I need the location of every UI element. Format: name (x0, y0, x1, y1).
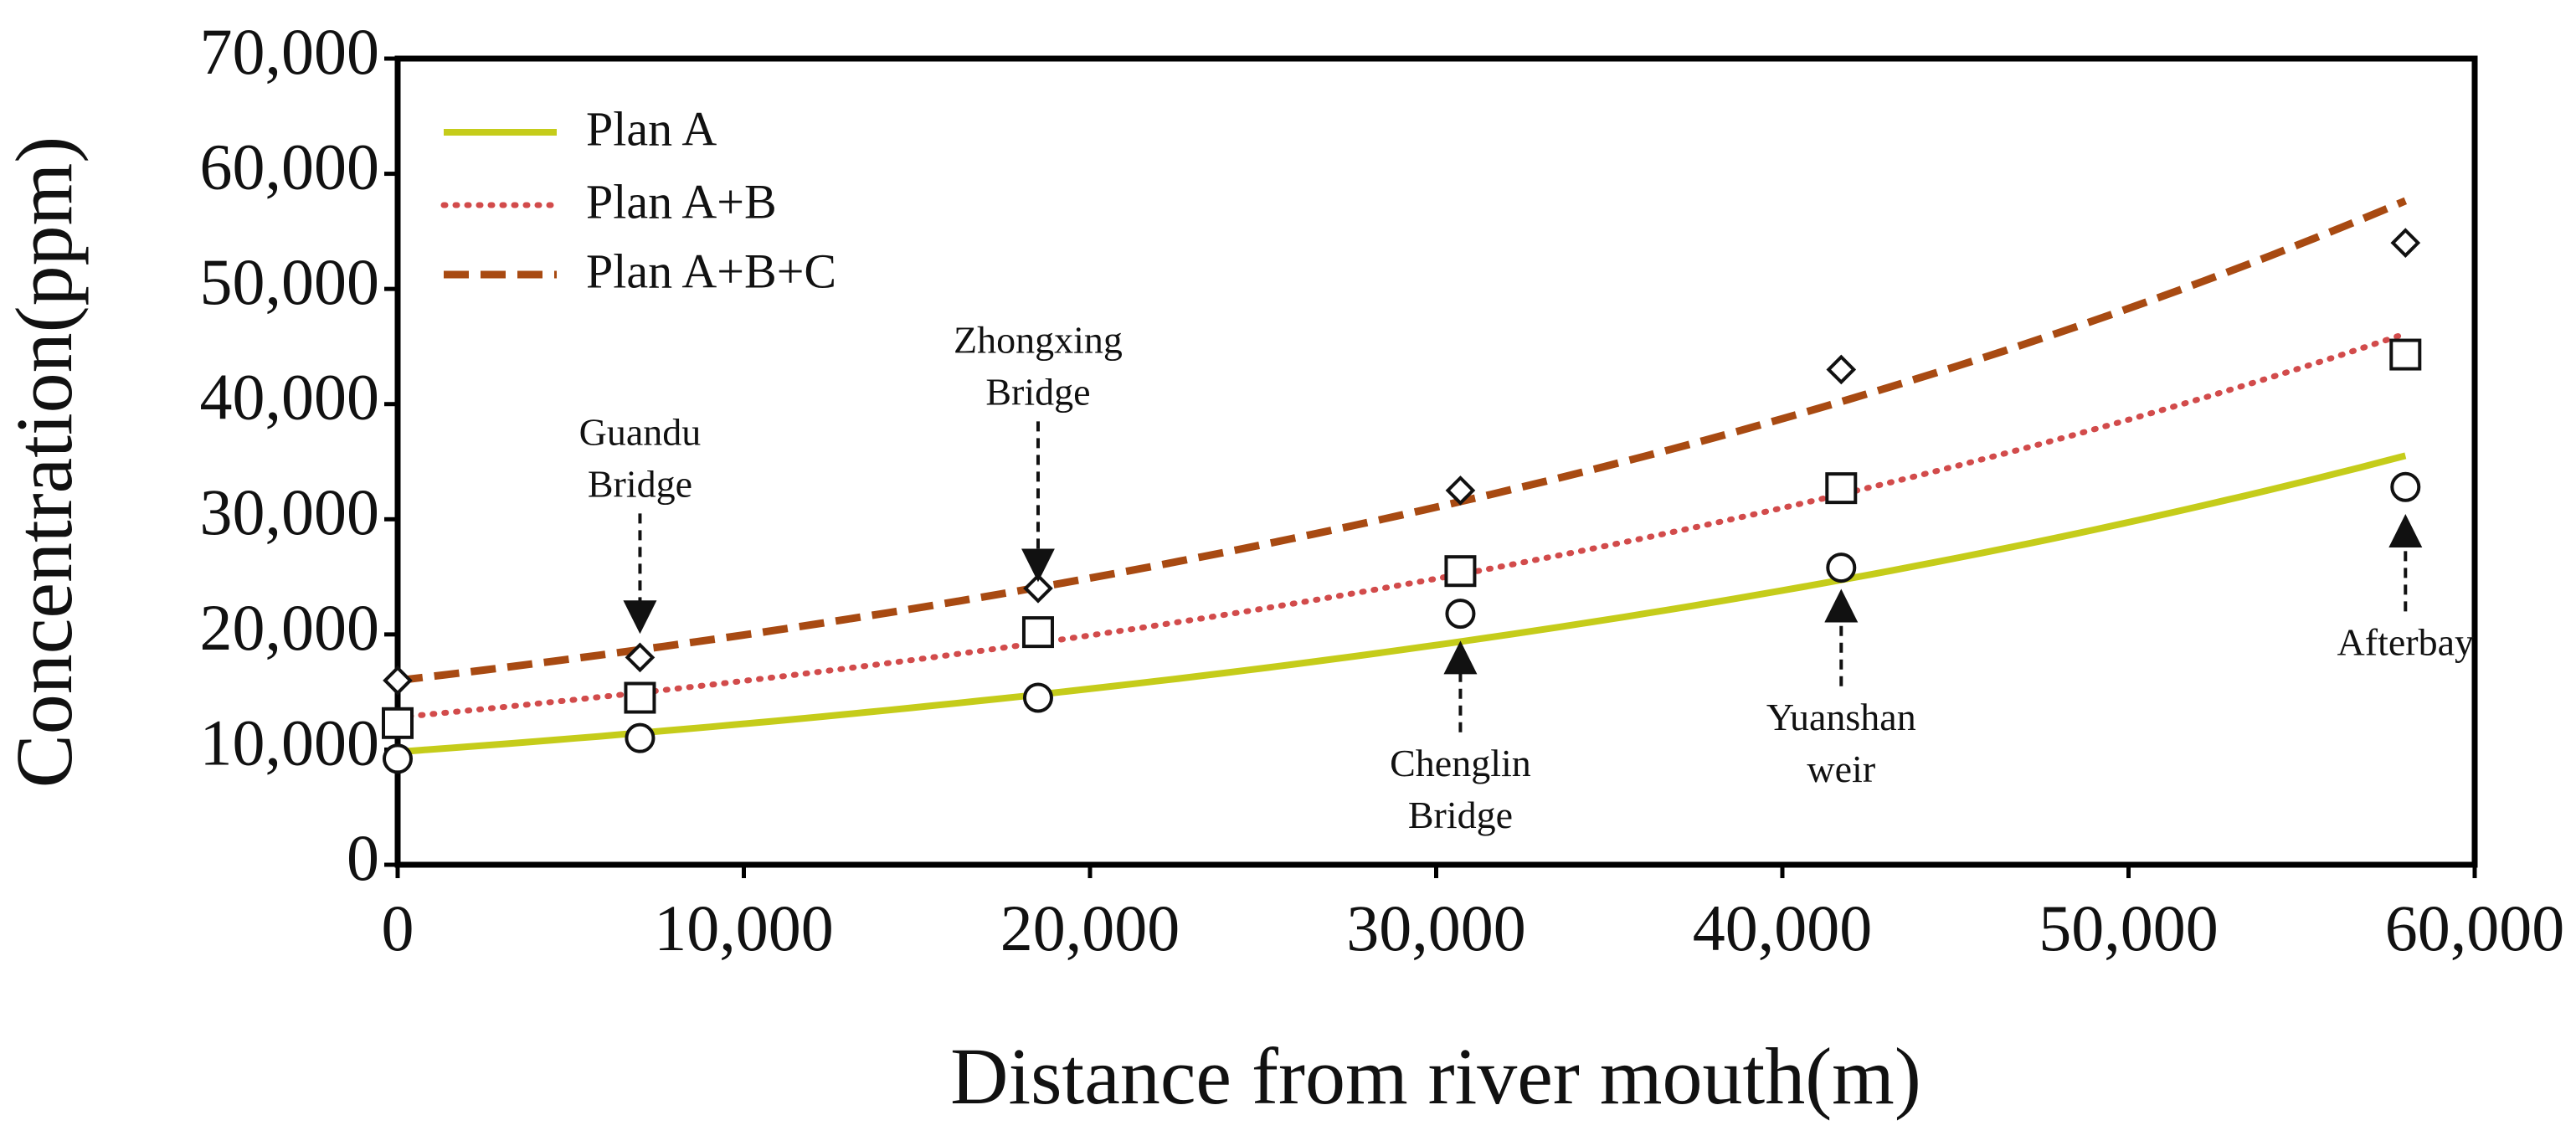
x-tick-label: 0 (382, 892, 414, 964)
x-tick-label: 10,000 (654, 892, 834, 964)
x-axis-title: Distance from river mouth(m) (950, 1031, 1921, 1121)
y-tick-label: 0 (347, 821, 379, 894)
point-square (1825, 472, 1858, 505)
annotation-label: Zhongxing (954, 318, 1123, 361)
annotation-label: Guandu (579, 410, 702, 453)
point-circle (2390, 471, 2421, 502)
legend: Plan A Plan A+B Plan A+B+C (440, 101, 836, 298)
annotation-label: Yuanshan (1766, 696, 1916, 738)
point-square (624, 681, 656, 714)
annotation-label: weir (1807, 748, 1875, 790)
x-tick-label: 60,000 (2385, 892, 2565, 964)
x-axis-ticks: 0 10,000 20,000 30,000 40,000 50,000 60,000 (382, 865, 2565, 964)
legend-label: Plan A+B (586, 174, 777, 229)
point-square (382, 707, 414, 739)
point-circle (383, 743, 413, 774)
point-diamond (2390, 228, 2421, 258)
legend-label: Plan A (586, 101, 717, 156)
point-diamond (1826, 354, 1857, 385)
x-tick-label: 20,000 (1000, 892, 1180, 964)
x-tick-label: 50,000 (2039, 892, 2219, 964)
y-axis-ticks: 0 10,000 20,000 30,000 40,000 50,000 60,000 70,… (200, 15, 398, 894)
x-tick-label: 30,000 (1346, 892, 1526, 964)
point-square (1444, 555, 1477, 588)
y-tick-label: 50,000 (200, 245, 380, 318)
point-diamond (1023, 573, 1053, 604)
series-line-0 (397, 452, 2407, 756)
annotation-label: Bridge (985, 370, 1090, 413)
point-diamond (383, 666, 413, 696)
legend-label: Plan A+B+C (586, 244, 836, 298)
y-tick-label: 40,000 (200, 361, 380, 434)
point-diamond (625, 642, 656, 673)
annotation-label: Afterbay (2337, 620, 2474, 663)
data-points (382, 228, 2422, 774)
y-tick-label: 10,000 (200, 706, 380, 779)
point-square (1021, 616, 1054, 649)
annotations: Guandu Bridge Zhongxing Bridge Chenglin Bridg… (579, 318, 2474, 835)
annotation-label: Bridge (1408, 794, 1513, 836)
fitted-curves (394, 197, 2409, 756)
x-tick-label: 40,000 (1693, 892, 1873, 964)
point-circle (1826, 553, 1857, 583)
y-tick-label: 20,000 (200, 591, 380, 664)
series-line-2 (397, 197, 2408, 685)
y-tick-label: 30,000 (200, 475, 380, 548)
y-tick-label: 70,000 (200, 15, 380, 88)
annotation-label: Bridge (588, 462, 692, 505)
point-diamond (1445, 475, 1476, 506)
series-line-1 (394, 331, 2409, 721)
annotation-label: Chenglin (1390, 742, 1531, 784)
y-axis-title: Concentration(ppm) (0, 136, 89, 788)
point-circle (625, 722, 656, 753)
y-tick-label: 60,000 (200, 130, 380, 203)
point-square (2389, 338, 2422, 371)
point-circle (1022, 682, 1053, 713)
point-circle (1445, 599, 1476, 630)
